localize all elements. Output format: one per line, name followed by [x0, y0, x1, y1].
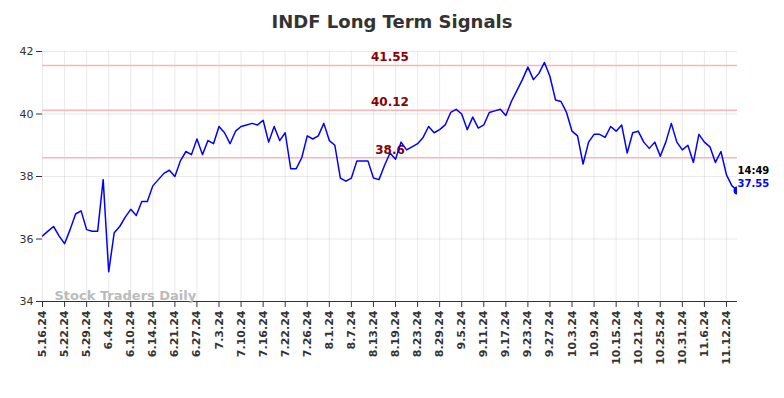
svg-text:36: 36	[20, 233, 34, 246]
svg-text:37.55: 37.55	[738, 178, 770, 189]
svg-text:14:49: 14:49	[738, 165, 770, 176]
svg-text:41.55: 41.55	[371, 50, 409, 64]
html-text:INDF Long Term Signals: INDF Long Term Signals	[271, 11, 513, 32]
svg-text:5.29.24: 5.29.24	[80, 310, 93, 357]
svg-text:42: 42	[20, 45, 34, 58]
svg-text:10.21.24: 10.21.24	[632, 310, 645, 365]
svg-text:38.6: 38.6	[375, 142, 405, 157]
svg-text:8.19.24: 8.19.24	[389, 310, 402, 357]
svg-text:8.29.24: 8.29.24	[433, 310, 446, 357]
svg-text:10.15.24: 10.15.24	[610, 310, 623, 365]
svg-text:6.27.24: 6.27.24	[190, 310, 203, 357]
svg-text:8.13.24: 8.13.24	[367, 310, 380, 357]
svg-text:9.23.24: 9.23.24	[521, 310, 534, 357]
svg-text:9.5.24: 9.5.24	[455, 310, 468, 349]
svg-text:7.26.24: 7.26.24	[301, 310, 314, 357]
svg-text:34: 34	[20, 295, 34, 308]
svg-text:7.10.24: 7.10.24	[235, 310, 248, 357]
svg-text:7.16.24: 7.16.24	[257, 310, 270, 357]
svg-text:7.3.24: 7.3.24	[213, 310, 226, 349]
svg-text:10.3.24: 10.3.24	[566, 310, 579, 357]
svg-text:11.6.24: 11.6.24	[698, 310, 711, 357]
svg-text:10.31.24: 10.31.24	[676, 310, 689, 365]
svg-text:6.10.24: 6.10.24	[124, 310, 137, 357]
svg-text:10.25.24: 10.25.24	[654, 310, 667, 365]
svg-text:9.17.24: 9.17.24	[499, 310, 512, 357]
svg-text:9.11.24: 9.11.24	[477, 310, 490, 357]
svg-text:6.21.24: 6.21.24	[168, 310, 181, 357]
svg-text:9.27.24: 9.27.24	[543, 310, 556, 357]
svg-text:7.22.24: 7.22.24	[279, 310, 292, 357]
svg-text:8.7.24: 8.7.24	[345, 310, 358, 349]
svg-text:11.12.24: 11.12.24	[720, 310, 733, 365]
svg-text:6.4.24: 6.4.24	[102, 310, 115, 349]
svg-text:5.16.24: 5.16.24	[36, 310, 49, 357]
svg-text:10.9.24: 10.9.24	[588, 310, 601, 357]
svg-text:40: 40	[20, 108, 34, 121]
svg-text:5.22.24: 5.22.24	[58, 310, 71, 357]
svg-text:Stock Traders Daily: Stock Traders Daily	[55, 288, 197, 303]
svg-text:40.12: 40.12	[371, 95, 409, 109]
svg-text:38: 38	[20, 170, 34, 183]
svg-text:8.23.24: 8.23.24	[411, 310, 424, 357]
svg-text:6.14.24: 6.14.24	[146, 310, 159, 357]
svg-text:8.1.24: 8.1.24	[323, 310, 336, 349]
